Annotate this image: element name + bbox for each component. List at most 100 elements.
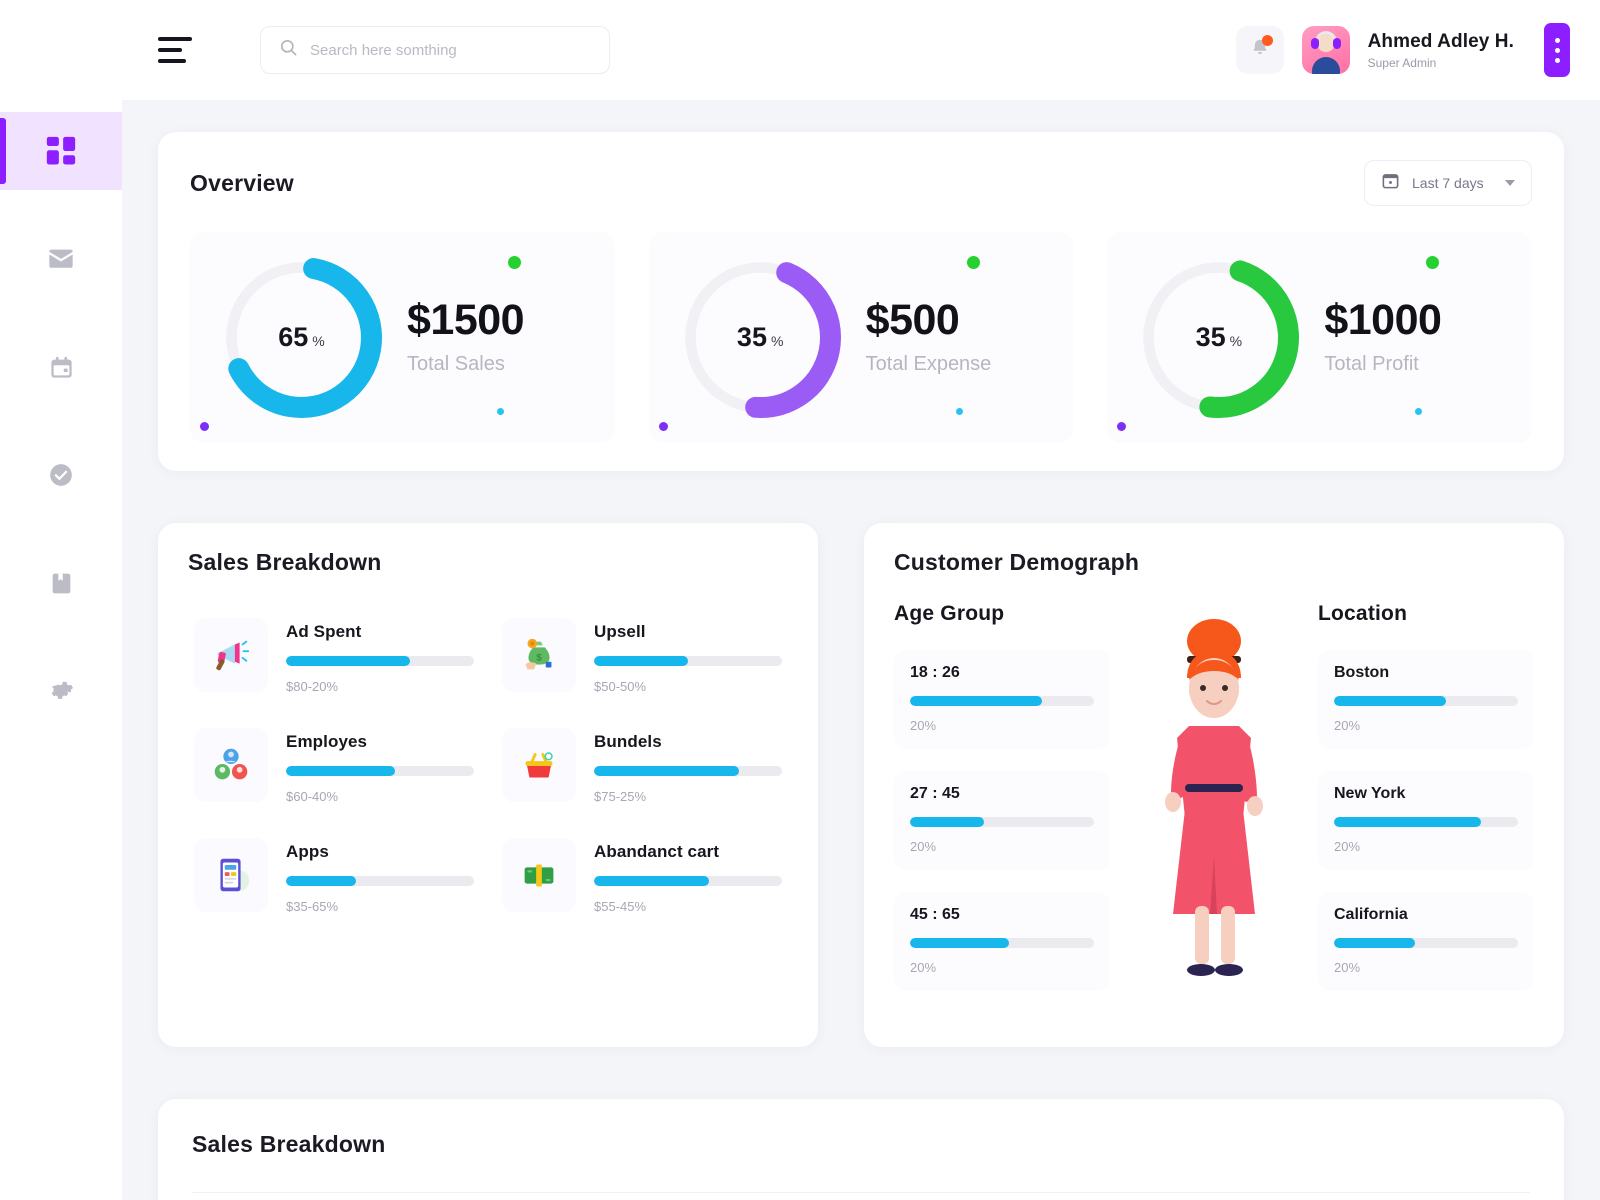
breakdown-value: $80-20%	[286, 679, 339, 694]
notification-button[interactable]	[1235, 26, 1284, 74]
location-label: California	[1334, 906, 1408, 923]
donut-chart-total-profit: 35 %	[1131, 250, 1306, 425]
progress-bar	[1334, 817, 1518, 827]
location-label: Boston	[1334, 664, 1390, 681]
breakdown-name: Abandanct cart	[594, 842, 720, 861]
breakdown-item-ad-spent[interactable]: Ad Spent $80-20%	[188, 610, 480, 702]
metric-card-total-expense[interactable]: 35 % $500 Total Expense	[648, 232, 1074, 443]
metric-label: Total Expense	[865, 352, 992, 375]
metric-amount: $1500	[407, 296, 525, 345]
breakdown-item-employes[interactable]: Employes $60-40%	[188, 720, 480, 812]
breakdown-item-apps[interactable]: Apps $35-65%	[188, 830, 480, 922]
metric-amount: $500	[865, 296, 960, 345]
breakdown-item-upsell[interactable]: $ Upsell $50-50%	[496, 610, 788, 702]
age-group-item[interactable]: 27 : 45 20%	[894, 771, 1110, 870]
age-group-percent: 20%	[910, 839, 937, 854]
sidebar-item-tasks[interactable]	[0, 436, 122, 514]
breakdown-name: Employes	[286, 732, 368, 751]
woman-illustration	[1120, 602, 1308, 1013]
metric-card-total-sales[interactable]: 65 % $1500 Total Sales	[190, 232, 615, 443]
metric-card-total-profit[interactable]: 35 % $1000 Total Profit	[1107, 232, 1533, 443]
metric-label: Total Sales	[407, 352, 505, 375]
avatar[interactable]	[1301, 26, 1350, 74]
chevron-down-icon	[1505, 180, 1515, 186]
table-header: Name Status Spent Return Cost Conversion…	[192, 1192, 1530, 1200]
breakdown-body: Bundels $75-25%	[594, 728, 782, 804]
date-range-selector[interactable]: Last 7 days	[1364, 160, 1532, 206]
column-cost-conversion[interactable]: Cost Conversion	[944, 1192, 1140, 1200]
metric-text: $1000 Total Profit	[1324, 296, 1442, 376]
progress-bar	[286, 766, 474, 776]
search-icon	[279, 38, 298, 62]
progress-bar	[1334, 938, 1518, 948]
donut-chart-total-expense: 35 %	[673, 250, 848, 425]
hamburger-icon[interactable]	[158, 25, 208, 75]
demograph-title: Customer Demograph	[894, 549, 1140, 575]
breakdown-body: Abandanct cart $55-45%	[594, 838, 782, 914]
sidebar-item-library[interactable]	[0, 544, 122, 622]
sidebar-item-dashboard[interactable]	[0, 112, 122, 190]
breakdown-value: $75-25%	[594, 789, 647, 804]
sidebar-item-mail[interactable]	[0, 220, 122, 298]
location-item[interactable]: California 20%	[1318, 892, 1534, 991]
date-range-label: Last 7 days	[1412, 175, 1484, 191]
column-status[interactable]: Status	[540, 1192, 680, 1200]
column-ctr[interactable]: CTR	[1293, 1192, 1405, 1200]
age-group-percent: 20%	[910, 960, 937, 975]
location-label: New York	[1334, 785, 1406, 802]
age-group-item[interactable]: 45 : 65 20%	[894, 892, 1110, 991]
topbar: Ahmed Adley H. Super Admin	[0, 0, 1600, 100]
progress-bar	[910, 696, 1094, 706]
overview-gauges: 65 % $1500 Total Sales	[190, 232, 1533, 443]
vertical-dots-icon[interactable]	[1544, 23, 1570, 77]
location-item[interactable]: New York 20%	[1318, 771, 1534, 870]
breakdown-name: Apps	[286, 842, 329, 861]
location-item[interactable]: Boston 20%	[1318, 650, 1534, 749]
cash-icon	[502, 838, 576, 912]
metric-text: $1500 Total Sales	[407, 296, 525, 376]
metric-label: Total Profit	[1324, 352, 1419, 375]
check-circle-icon	[48, 462, 74, 488]
money-bag-icon: $	[502, 618, 576, 692]
breakdown-item-abandanct-cart[interactable]: Abandanct cart $55-45%	[496, 830, 788, 922]
column-actions[interactable]: Actions	[1404, 1192, 1530, 1200]
column-name[interactable]: Name	[192, 1192, 541, 1200]
age-group-label: 45 : 65	[910, 906, 960, 923]
age-group-percent: 20%	[910, 718, 937, 733]
gauge-percent-symbol: %	[770, 333, 784, 349]
location-percent: 20%	[1334, 718, 1361, 733]
calendar-icon	[1381, 171, 1400, 195]
decor-dot-green	[1425, 256, 1439, 269]
metric-amount: $1000	[1324, 296, 1442, 345]
donut-center-label: 35 %	[1131, 250, 1306, 425]
sales-breakdown-table-card: Sales Breakdown Name Status Spent Return…	[158, 1099, 1564, 1200]
search-bar[interactable]	[260, 26, 610, 74]
breakdown-item-bundels[interactable]: Bundels $75-25%	[496, 720, 788, 812]
sidebar-item-settings[interactable]	[0, 652, 122, 730]
breakdown-value: $50-50%	[594, 679, 647, 694]
breakdown-name: Upsell	[594, 622, 646, 641]
metric-text: $500 Total Expense	[866, 298, 992, 376]
mobile-app-icon	[194, 838, 268, 912]
sales-table: Name Status Spent Return Cost Conversion…	[192, 1192, 1530, 1200]
mid-row: Sales Breakdown	[158, 523, 1564, 1047]
envelope-icon	[47, 245, 75, 273]
age-group-item[interactable]: 18 : 26 20%	[894, 650, 1110, 749]
search-input[interactable]	[310, 41, 591, 59]
sidebar-item-calendar[interactable]	[0, 328, 122, 406]
column-spent[interactable]: Spent	[679, 1192, 806, 1200]
column-return[interactable]: Return	[805, 1192, 945, 1200]
gauge-percent: 35	[1195, 322, 1226, 352]
column-cost-click[interactable]: Cost Click	[1139, 1192, 1294, 1200]
customer-demograph-card: Customer Demograph Age Group 18 : 26 20%…	[864, 523, 1564, 1047]
sales-breakdown-title: Sales Breakdown	[188, 549, 382, 575]
breakdown-value: $55-45%	[594, 899, 647, 914]
overview-header: Overview Last 7 days	[190, 160, 1532, 206]
breakdown-body: Upsell $50-50%	[594, 618, 782, 694]
user-info[interactable]: Ahmed Adley H. Super Admin	[1368, 31, 1514, 70]
gauge-percent: 65	[278, 322, 309, 352]
user-name: Ahmed Adley H.	[1367, 30, 1514, 52]
content-scroll: Overview Last 7 days	[122, 100, 1600, 1200]
progress-bar	[594, 656, 782, 666]
